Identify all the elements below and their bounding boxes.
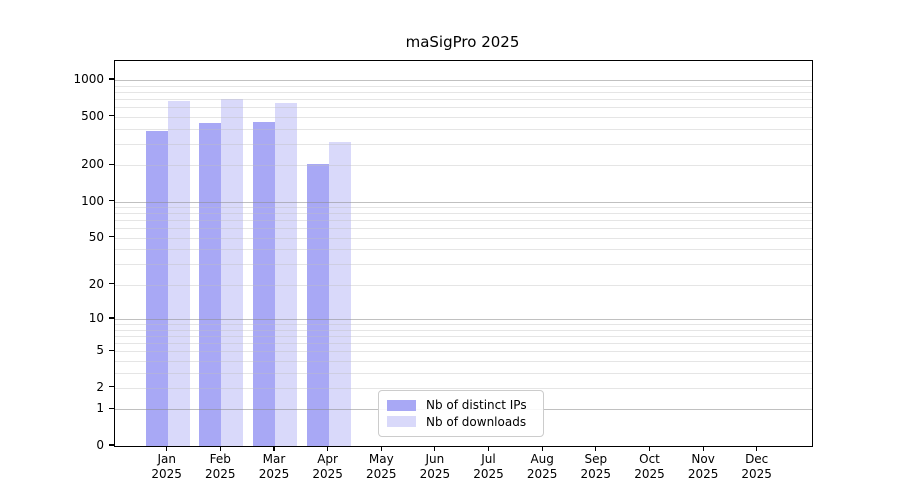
x-tick-label: Jan 2025 bbox=[151, 452, 182, 481]
legend-label-distinct-ips: Nb of distinct IPs bbox=[426, 398, 527, 413]
x-tick-label: Nov 2025 bbox=[687, 452, 719, 481]
x-tick-label: May 2025 bbox=[366, 452, 397, 481]
x-tick-label: Oct 2025 bbox=[634, 452, 665, 481]
y-tick-label: 1 bbox=[96, 401, 104, 416]
y-tick-label: 50 bbox=[88, 229, 104, 244]
x-tick-label: Dec 2025 bbox=[741, 452, 772, 481]
bar-apr-downloads bbox=[328, 141, 351, 446]
bar-apr-distinct-ips bbox=[306, 163, 329, 446]
chart-title: maSigPro 2025 bbox=[405, 33, 520, 51]
y-tick-mark bbox=[109, 115, 114, 117]
y-tick-mark bbox=[109, 163, 114, 165]
y-tick-mark bbox=[109, 407, 114, 409]
y-tick-mark bbox=[109, 386, 114, 388]
x-tick-mark bbox=[648, 446, 651, 451]
x-tick-mark bbox=[595, 446, 597, 451]
y-tick-mark bbox=[109, 317, 114, 319]
bar-mar-downloads bbox=[275, 102, 297, 446]
x-tick-label: Apr 2025 bbox=[312, 452, 343, 481]
y-tick-mark bbox=[109, 349, 114, 351]
y-tick-label: 0 bbox=[96, 438, 104, 452]
plot-area bbox=[114, 60, 813, 447]
x-tick-mark bbox=[702, 446, 704, 451]
y-tick-label: 10 bbox=[88, 311, 104, 325]
bars-layer bbox=[115, 61, 812, 446]
y-tick-label: 500 bbox=[81, 108, 104, 123]
y-tick-mark bbox=[109, 199, 114, 202]
y-tick-label: 5 bbox=[96, 343, 104, 358]
x-tick-mark bbox=[219, 446, 221, 451]
x-tick-mark bbox=[434, 446, 436, 451]
bar-feb-distinct-ips bbox=[199, 122, 222, 446]
x-tick-label: Aug 2025 bbox=[526, 452, 558, 481]
x-tick-label: Jul 2025 bbox=[473, 452, 504, 481]
bar-jan-distinct-ips bbox=[145, 131, 168, 446]
x-tick-label: Feb 2025 bbox=[205, 452, 236, 481]
y-tick-label: 100 bbox=[81, 193, 104, 208]
legend-swatch-distinct-ips bbox=[387, 399, 416, 411]
y-tick-mark bbox=[109, 78, 114, 80]
legend: Nb of distinct IPs Nb of downloads bbox=[378, 390, 544, 437]
y-tick-label: 200 bbox=[81, 157, 104, 172]
bar-feb-downloads bbox=[221, 98, 244, 446]
bar-jan-downloads bbox=[167, 100, 190, 446]
y-tick-label: 20 bbox=[88, 276, 104, 291]
y-tick-mark bbox=[109, 236, 114, 238]
legend-item-downloads: Nb of downloads bbox=[387, 414, 533, 430]
x-tick-mark bbox=[273, 446, 275, 451]
bar-mar-distinct-ips bbox=[253, 121, 275, 446]
x-tick-mark bbox=[487, 446, 490, 451]
legend-swatch-downloads bbox=[387, 416, 416, 428]
y-tick-label: 1000 bbox=[73, 72, 104, 86]
x-tick-mark bbox=[380, 446, 382, 451]
x-tick-mark bbox=[327, 446, 329, 451]
x-tick-label: Sep 2025 bbox=[580, 452, 612, 481]
y-tick-label: 2 bbox=[96, 379, 104, 394]
x-tick-label: Jun 2025 bbox=[419, 452, 451, 481]
x-tick-mark bbox=[166, 446, 168, 451]
x-tick-label: Mar 2025 bbox=[258, 452, 290, 481]
legend-label-downloads: Nb of downloads bbox=[426, 414, 527, 429]
x-tick-mark bbox=[756, 446, 758, 451]
x-tick-mark bbox=[541, 446, 543, 451]
y-tick-mark bbox=[109, 283, 114, 285]
y-tick-mark bbox=[109, 444, 114, 446]
legend-item-distinct-ips: Nb of distinct IPs bbox=[387, 397, 533, 413]
